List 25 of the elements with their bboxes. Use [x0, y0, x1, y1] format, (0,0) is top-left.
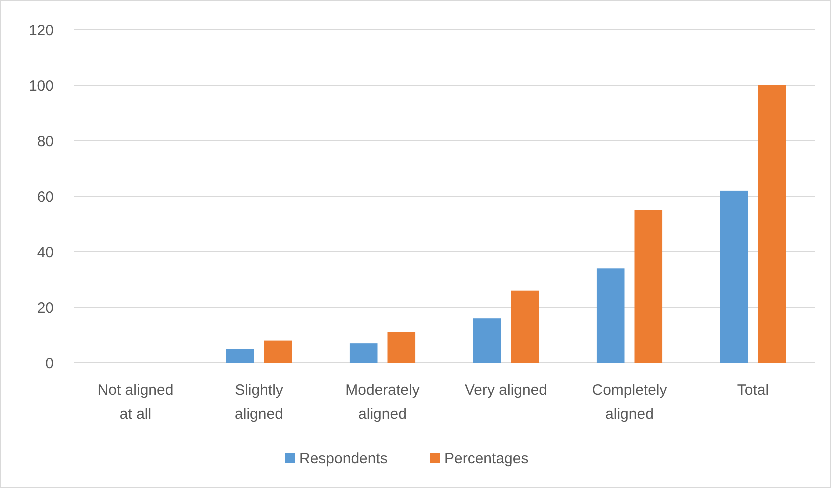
y-tick-label: 100: [28, 78, 54, 95]
bar: [264, 340, 292, 363]
y-tick-label: 120: [28, 22, 54, 40]
bar: [596, 268, 625, 363]
x-tick-label: Not aligned at all: [98, 382, 174, 423]
bar: [511, 290, 540, 363]
y-tick-label: 40: [37, 244, 54, 262]
x-tick-label: Very aligned: [464, 382, 548, 399]
legend-label: Percentages: [444, 450, 529, 468]
bar: [350, 344, 378, 363]
y-tick-label: 0: [46, 355, 54, 372]
x-tick-label: Completely aligned: [592, 382, 668, 423]
bar: [634, 210, 663, 363]
bar: [758, 86, 786, 363]
bar: [473, 318, 502, 363]
y-tick-label: 60: [37, 188, 54, 206]
bar: [226, 349, 254, 363]
legend-label: Respondents: [300, 450, 388, 468]
y-tick-label: 80: [37, 133, 54, 150]
x-tick-label: Moderately aligned: [346, 382, 420, 423]
x-tick-label: Slightly aligned: [235, 382, 284, 423]
bar: [388, 332, 416, 363]
x-tick-label: Total: [737, 382, 770, 399]
y-tick-label: 20: [37, 300, 54, 317]
bar: [720, 190, 748, 363]
